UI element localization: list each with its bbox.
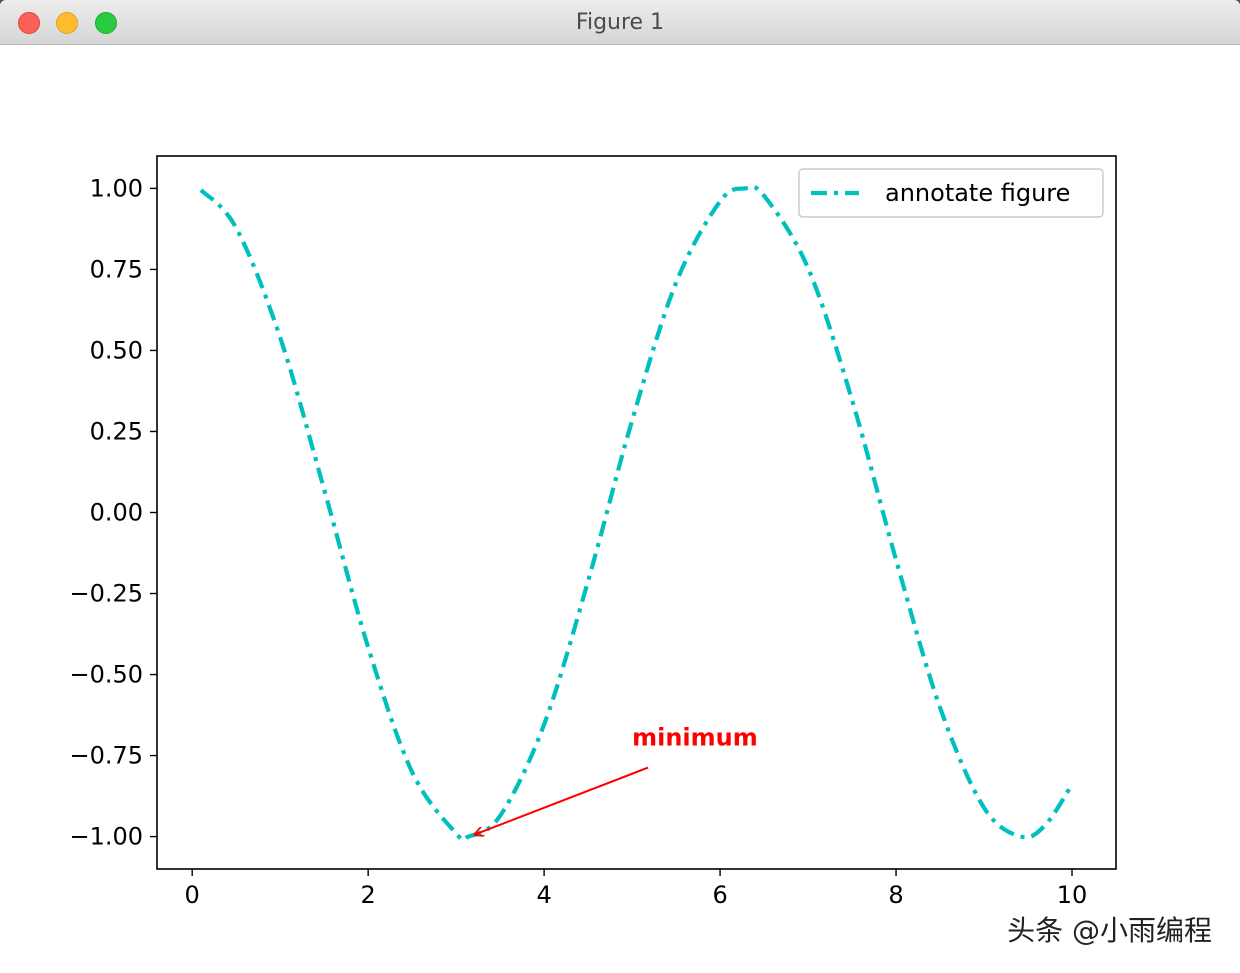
axes-layer: 0 2 4 6 8 10 1.00 0.75 0.50 0.25 0.00 −0.25 −0.50 −0.… bbox=[69, 155, 1117, 909]
x-tick-label: 4 bbox=[536, 881, 551, 909]
series-line-0 bbox=[199, 184, 1074, 843]
x-tick-label: 6 bbox=[712, 881, 727, 909]
annotation-layer: minimum bbox=[475, 724, 758, 835]
window-title: Figure 1 bbox=[575, 10, 665, 35]
plot-area bbox=[157, 156, 1116, 869]
title-bar: Figure 1 bbox=[0, 0, 1240, 45]
y-tick-label: 0.50 bbox=[90, 336, 143, 364]
plot-background bbox=[157, 156, 1116, 869]
y-tick-label: 0.25 bbox=[90, 417, 143, 445]
watermark-text: 头条 @小雨编程 bbox=[1007, 914, 1212, 947]
y-tick-label: −0.25 bbox=[69, 580, 143, 608]
annotation-arrow bbox=[475, 766, 649, 835]
y-tick-label: 0.75 bbox=[90, 255, 143, 283]
zoom-window-button[interactable] bbox=[95, 12, 117, 34]
line-chart: 0 2 4 6 8 10 1.00 0.75 0.50 0.25 0.00 −0.25 −0.50 −0.… bbox=[69, 155, 1117, 909]
x-tick-label: 2 bbox=[361, 881, 376, 909]
x-tick-label: 10 bbox=[1057, 881, 1088, 909]
legend-box bbox=[798, 168, 1104, 218]
annotation-label: minimum bbox=[632, 724, 758, 752]
close-window-button[interactable] bbox=[18, 12, 40, 34]
y-tick-label: −1.00 bbox=[69, 823, 143, 851]
minimize-window-button[interactable] bbox=[56, 12, 78, 34]
y-tick-label: −0.75 bbox=[69, 742, 143, 770]
x-tick-label: 0 bbox=[185, 881, 200, 909]
legend: annotate figure bbox=[798, 168, 1104, 218]
y-tick-label: 0.00 bbox=[90, 499, 143, 527]
y-tick-label: −0.50 bbox=[69, 661, 143, 689]
legend-label: annotate figure bbox=[885, 179, 1070, 207]
y-tick-label: 1.00 bbox=[90, 174, 143, 202]
series-layer bbox=[199, 184, 1074, 843]
x-tick-label: 8 bbox=[888, 881, 903, 909]
